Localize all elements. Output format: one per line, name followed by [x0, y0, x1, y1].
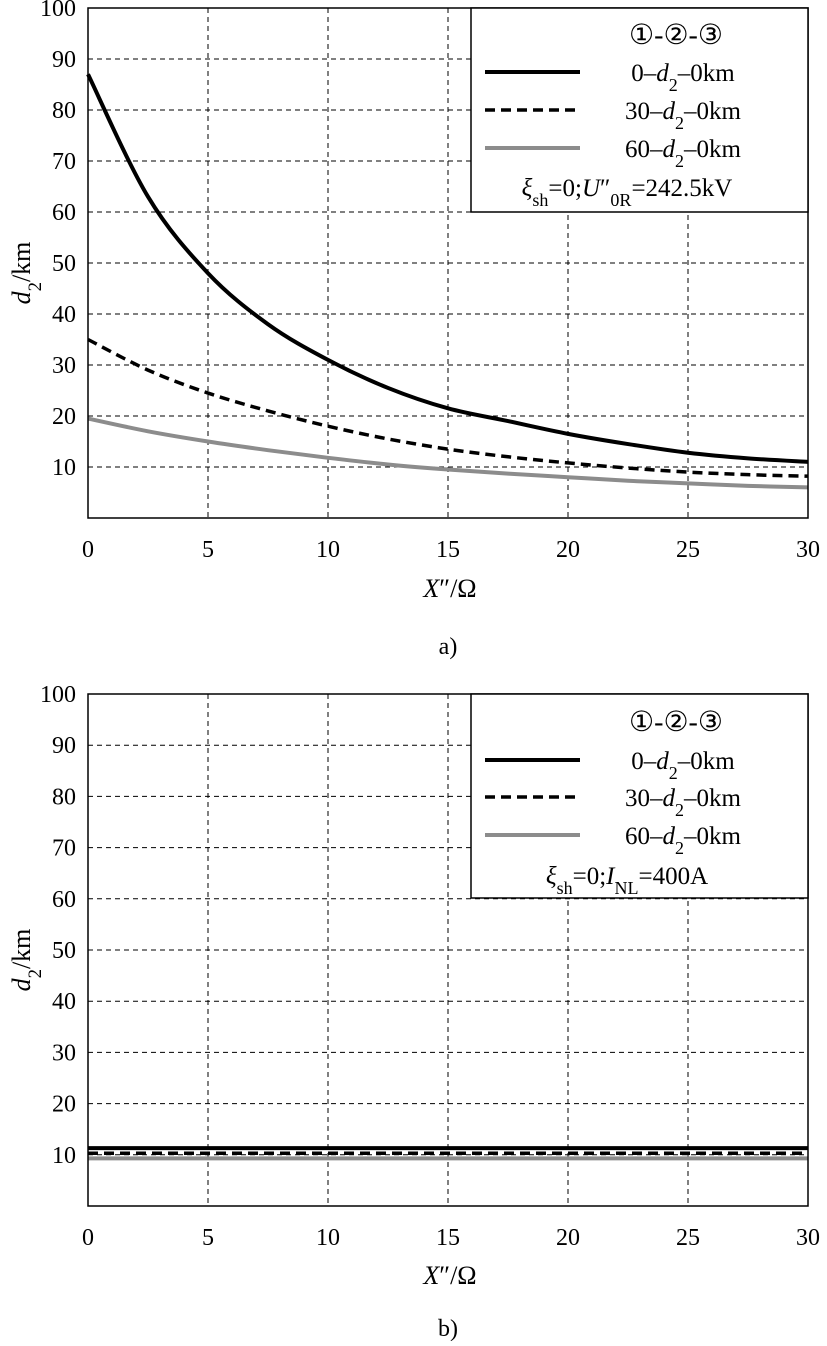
y-tick-label: 90 — [52, 47, 76, 73]
y-tick-label: 40 — [52, 989, 76, 1015]
x-tick-label: 30 — [796, 1225, 820, 1251]
panel-label: a) — [439, 634, 458, 660]
chart-annotation: ξsh=0;U″0R=242.5kV — [522, 175, 733, 210]
series-line-0 — [86, 73, 809, 464]
legend-label-2: 60–d2–0km — [625, 823, 742, 858]
legend-title: ①-②-③ — [629, 707, 723, 738]
panel-label: b) — [438, 1316, 458, 1341]
x-tick-label: 25 — [676, 537, 700, 563]
y-tick-label: 60 — [52, 200, 76, 226]
x-tick-label: 30 — [796, 537, 820, 563]
x-tick-label: 0 — [82, 1225, 94, 1251]
series-line-2 — [87, 416, 809, 490]
x-tick-label: 25 — [676, 1225, 700, 1251]
legend-box — [470, 7, 809, 213]
x-axis-label: X″/Ω — [422, 1261, 476, 1290]
y-tick-label: 80 — [52, 784, 76, 810]
legend-title: ①-②-③ — [629, 20, 723, 51]
x-tick-label: 5 — [202, 537, 214, 563]
chart-panel-b: 0 5 10 15 20 25 30 10 20 30 40 50 60 70 80 90 100 X″/Ω d2/… — [7, 682, 820, 1342]
y-tick-label: 50 — [52, 251, 76, 277]
y-axis-label: d2/km — [7, 929, 46, 992]
x-tick-label: 15 — [436, 537, 460, 563]
y-axis-label: d2/km — [7, 242, 46, 305]
legend-label-1: 30–d2–0km — [625, 785, 742, 820]
x-tick-label: 0 — [82, 537, 94, 563]
x-tick-label: 5 — [202, 1225, 214, 1251]
y-tick-label: 10 — [52, 455, 76, 481]
x-tick-label: 10 — [316, 1225, 340, 1251]
y-tick-label: 90 — [52, 733, 76, 759]
legend-box — [470, 693, 809, 899]
plot-frame — [87, 7, 809, 519]
y-tick-label: 80 — [52, 98, 76, 124]
x-tick-label: 20 — [556, 537, 580, 563]
y-tick-label: 70 — [52, 149, 76, 175]
y-tick-label: 20 — [52, 404, 76, 430]
y-tick-label: 30 — [52, 353, 76, 379]
x-tick-label: 15 — [436, 1225, 460, 1251]
plot-frame — [87, 693, 809, 1207]
legend-label-0: 0–d2–0km — [631, 60, 735, 95]
chart-panel-a: 0 5 10 15 20 25 30 10 20 30 40 50 60 70 80 90 100 X″/Ω d2/… — [7, 0, 820, 660]
y-tick-label: 100 — [40, 682, 76, 708]
y-tick-label: 50 — [52, 938, 76, 964]
y-tick-label: 10 — [52, 1143, 76, 1169]
x-tick-label: 20 — [556, 1225, 580, 1251]
legend-label-1: 30–d2–0km — [625, 98, 742, 133]
x-axis-label: X″/Ω — [422, 574, 476, 603]
y-tick-label: 100 — [40, 0, 76, 22]
y-tick-label: 30 — [52, 1040, 76, 1066]
y-tick-label: 60 — [52, 887, 76, 913]
x-tick-label: 10 — [316, 537, 340, 563]
y-tick-label: 20 — [52, 1092, 76, 1118]
legend-label-2: 60–d2–0km — [625, 136, 742, 171]
y-tick-label: 40 — [52, 302, 76, 328]
legend-label-0: 0–d2–0km — [631, 748, 735, 783]
y-tick-label: 70 — [52, 836, 76, 862]
chart-annotation: ξsh=0;INL=400A — [546, 863, 708, 898]
